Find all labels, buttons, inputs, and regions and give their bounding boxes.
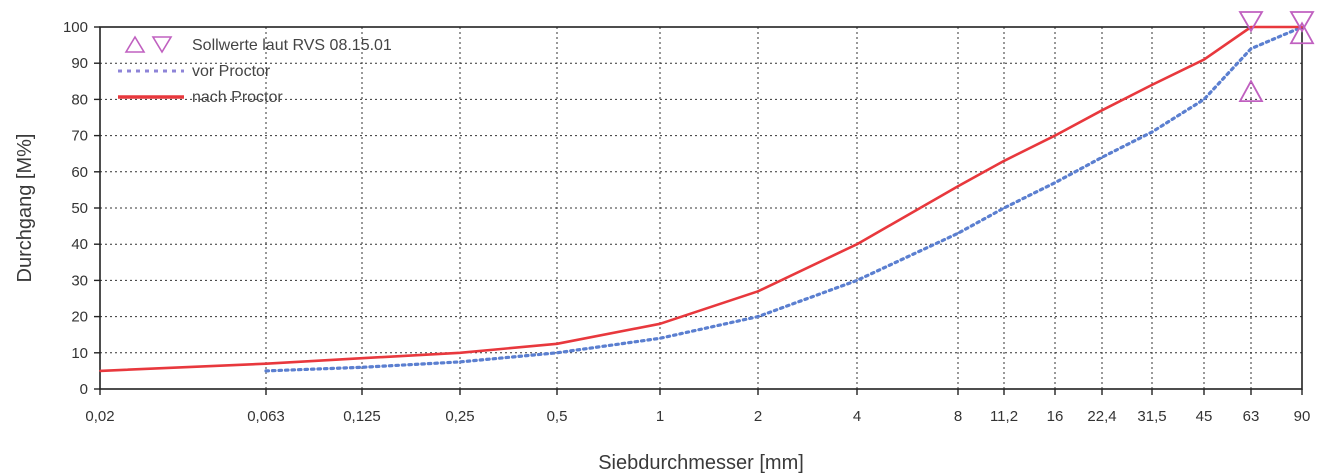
y-axis-title: Durchgang [M%]	[14, 134, 36, 283]
sollwert-upper-triangle-icon	[1289, 11, 1315, 33]
data-point-vor-proctor	[957, 232, 959, 235]
x-tick-label: 1	[656, 408, 664, 425]
series-layer	[99, 25, 1304, 373]
y-tick-label: 70	[71, 128, 88, 145]
data-point-nach-proctor	[99, 370, 101, 372]
data-point-nach-proctor	[1054, 134, 1056, 137]
x-tick-label: 45	[1196, 408, 1213, 425]
y-tick-label: 30	[71, 272, 88, 289]
legend-nach-proctor-label: nach Proctor	[192, 89, 283, 106]
series-line-nach-proctor	[99, 25, 1302, 373]
data-point-nach-proctor	[856, 243, 858, 246]
series-line-vor-proctor	[264, 25, 1304, 373]
legend-sollwerte-label: Sollwerte laut RVS 08.15.01	[192, 37, 392, 54]
data-point-nach-proctor	[957, 185, 959, 188]
legend-triangle-down-icon	[151, 36, 173, 54]
x-tick-label: 16	[1047, 408, 1064, 425]
y-tick-label: 60	[71, 164, 88, 181]
x-tick-label: 11,2	[990, 408, 1018, 425]
data-point-nach-proctor	[1003, 160, 1005, 162]
y-tick-label: 90	[71, 55, 88, 72]
x-tick-label: 0,5	[547, 408, 568, 425]
legend: Sollwerte laut RVS 08.15.01 vor Proctor …	[118, 35, 392, 106]
data-point-nach-proctor	[1203, 58, 1205, 61]
y-tick-label: 40	[71, 236, 88, 253]
x-tick-label: 0,125	[343, 408, 381, 425]
legend-vor-proctor-label: vor Proctor	[192, 63, 271, 80]
sollwert-lower-triangle-icon	[1238, 79, 1264, 103]
y-tick-label: 10	[71, 345, 88, 362]
sollwert-upper-triangle-icon	[1238, 11, 1264, 33]
data-point-nach-proctor	[459, 351, 461, 354]
sollwerte-markers	[1238, 11, 1315, 103]
y-axis-ticks: 0 10 20 30 40 50 60 70 80 90 100	[63, 19, 100, 398]
data-point-vor-proctor	[659, 337, 661, 340]
y-tick-label: 50	[71, 200, 88, 217]
data-point-vor-proctor	[1203, 98, 1205, 101]
y-tick-label: 20	[71, 309, 88, 326]
data-point-nach-proctor	[1250, 26, 1252, 28]
x-tick-label: 0,25	[445, 408, 474, 425]
data-point-nach-proctor	[265, 362, 267, 365]
data-point-nach-proctor	[556, 342, 558, 345]
x-tick-label: 0,02	[85, 408, 114, 425]
y-tick-label: 80	[71, 91, 88, 108]
data-point-vor-proctor	[856, 279, 858, 282]
sollwert-lower-triangle-icon	[1289, 21, 1315, 45]
legend-triangle-up-icon	[124, 35, 146, 53]
data-point-nach-proctor	[1301, 26, 1303, 28]
x-tick-label: 63	[1243, 408, 1260, 425]
y-tick-label: 100	[63, 19, 88, 36]
y-tick-label: 0	[80, 381, 88, 398]
x-tick-label: 22,4	[1087, 408, 1116, 425]
data-point-vor-proctor	[1054, 181, 1056, 184]
data-point-vor-proctor	[1151, 131, 1153, 133]
data-point-nach-proctor	[659, 322, 661, 325]
x-tick-label: 0,063	[247, 408, 285, 425]
x-tick-label: 2	[754, 408, 762, 425]
grid	[100, 27, 1302, 389]
x-tick-label: 90	[1294, 408, 1311, 425]
data-point-vor-proctor	[265, 370, 267, 372]
x-tick-label: 31,5	[1137, 408, 1166, 425]
data-point-vor-proctor	[361, 366, 363, 369]
data-point-vor-proctor	[757, 315, 759, 318]
data-point-nach-proctor	[1151, 84, 1153, 86]
data-point-vor-proctor	[1101, 156, 1103, 159]
x-tick-label: 4	[853, 408, 861, 425]
data-point-vor-proctor	[1250, 47, 1252, 50]
x-axis-ticks: 0,02 0,063 0,125 0,25 0,5 1 2 4 8 11,2 16 22,4 31,5 4…	[85, 389, 1310, 425]
data-point-vor-proctor	[1003, 207, 1005, 209]
data-point-vor-proctor	[556, 351, 558, 354]
x-axis-title: Siebdurchmesser [mm]	[598, 452, 804, 474]
data-point-vor-proctor	[459, 360, 461, 363]
data-point-nach-proctor	[757, 290, 759, 293]
data-point-nach-proctor	[361, 357, 363, 360]
data-point-nach-proctor	[1101, 109, 1103, 112]
x-tick-label: 8	[954, 408, 962, 425]
